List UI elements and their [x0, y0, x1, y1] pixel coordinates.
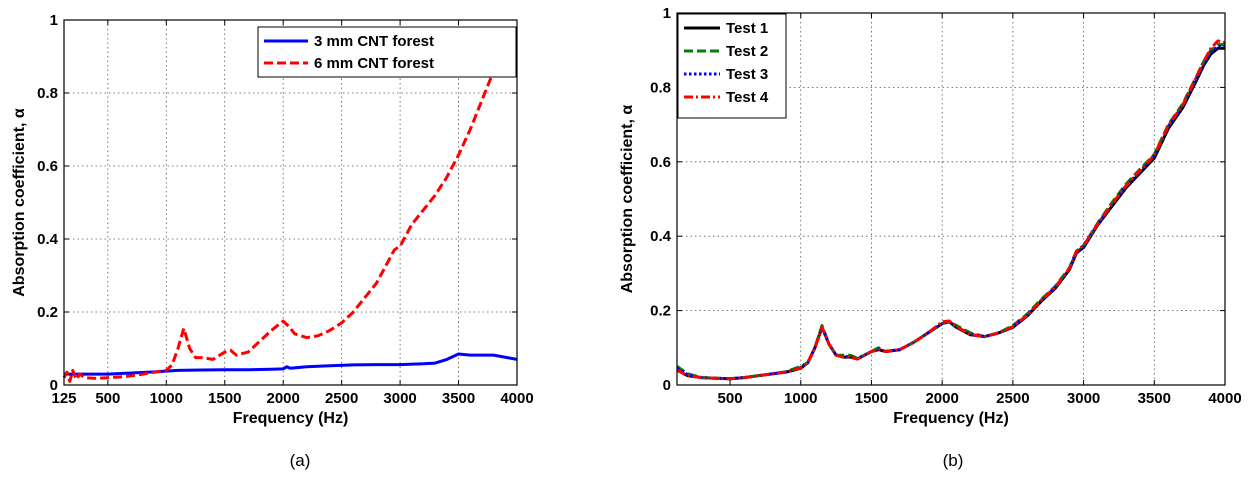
b-xtick-label-2000: 2000: [925, 390, 958, 407]
a-xtick-label-4000: 4000: [500, 390, 533, 407]
a-ytick-label-2: 0.4: [37, 231, 59, 248]
a-legend-label-1: 3 mm CNT forest: [314, 33, 434, 50]
b-legend: Test 1 Test 2 Test 3 Test 4: [677, 13, 787, 119]
a-series-line-2: [62, 44, 518, 383]
b-legend-label-2: Test 2: [726, 43, 768, 60]
b-x-axis-label: Frequency (Hz): [893, 410, 1009, 427]
a-xtick-label-2000: 2000: [267, 390, 300, 407]
b-ytick-label-4: 0.8: [650, 79, 671, 96]
b-xtick-label-3500: 3500: [1138, 390, 1171, 407]
a-legend: 3 mm CNT forest 6 mm CNT forest: [257, 26, 517, 78]
a-ytick-label-1: 0.2: [37, 304, 58, 321]
b-xtick-label-4000: 4000: [1208, 390, 1241, 407]
b-y-axis-label: Absorption coefficient, α: [619, 105, 636, 294]
a-ytick-label-0: 0: [50, 377, 58, 394]
a-caption: (a): [290, 451, 311, 470]
a-series-line-1: [64, 352, 518, 376]
a-xtick-label-1500: 1500: [208, 390, 241, 407]
a-legend-label-2: 6 mm CNT forest: [314, 55, 434, 72]
a-xtick-label-2500: 2500: [325, 390, 358, 407]
a-legend-box: [257, 26, 517, 78]
b-xtick-label-3000: 3000: [1067, 390, 1100, 407]
b-plot-frame: [676, 12, 1226, 386]
a-ytick-label-5: 1: [50, 12, 58, 29]
b-legend-label-3: Test 3: [726, 66, 768, 83]
b-xtick-label-1000: 1000: [784, 390, 817, 407]
b-xtick-label-2500: 2500: [996, 390, 1029, 407]
a-xtick-label-3000: 3000: [383, 390, 416, 407]
b-ytick-label-3: 0.6: [650, 154, 671, 171]
b-xtick-label-500: 500: [718, 390, 743, 407]
a-plot-frame: [63, 19, 518, 386]
b-ytick-label-5: 1: [663, 5, 671, 22]
a-ytick-label-4: 0.8: [37, 85, 58, 102]
b-xtick-label-1500: 1500: [855, 390, 888, 407]
a-xtick-label-125: 125: [51, 390, 76, 407]
b-ytick-label-0: 0: [663, 377, 671, 394]
b-legend-label-1: Test 1: [726, 20, 768, 37]
a-xtick-label-1000: 1000: [150, 390, 183, 407]
chart-b: 500 1000 1500 2000 2500 3000 3500 4000 0 0.2 0.4 0.…: [619, 5, 1242, 470]
b-series-line-4: [676, 39, 1226, 381]
b-ytick-label-2: 0.4: [650, 228, 672, 245]
b-caption: (b): [943, 451, 964, 470]
a-xtick-label-3500: 3500: [442, 390, 475, 407]
chart-a: 125 500 1000 1500 2000 2500 3000 3500 4000 0 0.2 0.…: [11, 12, 534, 470]
b-ytick-label-1: 0.2: [650, 303, 671, 320]
a-xtick-label-500: 500: [95, 390, 120, 407]
b-legend-box: [677, 13, 787, 119]
b-legend-label-4: Test 4: [726, 89, 769, 106]
a-x-axis-label: Frequency (Hz): [233, 410, 349, 427]
a-ytick-label-3: 0.6: [37, 158, 58, 175]
a-y-axis-label: Absorption coefficient, α: [11, 108, 28, 297]
